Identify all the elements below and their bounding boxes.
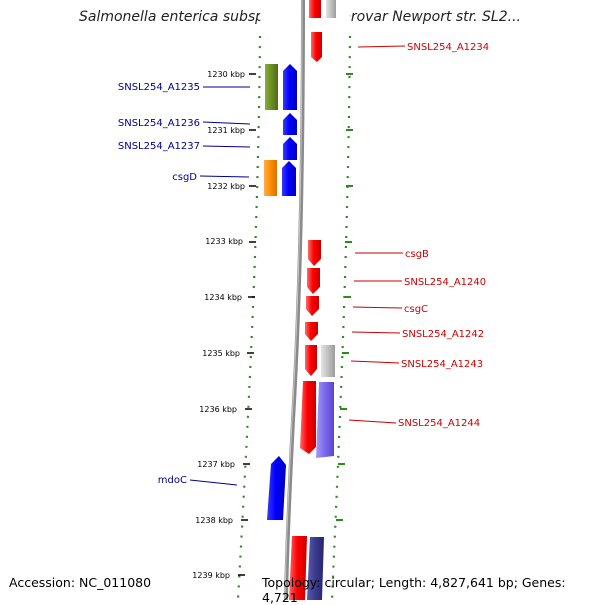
gene-bottom-red-partial xyxy=(289,536,307,600)
gene-top-red-partial xyxy=(309,0,321,18)
leader-line xyxy=(350,360,400,364)
feature-purple-a1244 xyxy=(316,382,334,458)
tick-label: 1236 kbp xyxy=(199,405,237,414)
tick-label: 1234 kbp xyxy=(204,293,242,302)
genome-backbone xyxy=(284,0,305,600)
tick-label: 1232 kbp xyxy=(207,182,245,191)
tick-label: 1238 kbp xyxy=(195,516,233,525)
gene-label-csgb: csgB xyxy=(405,249,429,260)
gene-snsl254-a1235 xyxy=(283,64,297,110)
tick-label: 1233 kbp xyxy=(205,237,243,246)
gene-csgd xyxy=(282,161,296,196)
feature-olive-a1235 xyxy=(265,64,278,110)
tick-label: 1239 kbp xyxy=(192,571,230,580)
tick-label: 1235 kbp xyxy=(202,349,240,358)
feature-top-gray-partial xyxy=(326,0,336,18)
leader-line xyxy=(189,479,238,486)
tick-label: 1237 kbp xyxy=(197,460,235,469)
gene-label-snsl254-a1243: SNSL254_A1243 xyxy=(401,359,483,370)
gene-snsl254-a1234 xyxy=(311,32,322,62)
gene-label-snsl254-a1236: SNSL254_A1236 xyxy=(118,118,200,129)
tick-label: 1230 kbp xyxy=(207,70,245,79)
right-label-leaders xyxy=(348,45,406,424)
gene-csgb xyxy=(308,240,321,266)
topology-text: Topology: circular; Length: 4,827,641 bp… xyxy=(262,575,566,605)
gene-csgc xyxy=(306,296,319,316)
gene-snsl254-a1237 xyxy=(283,137,297,160)
left-dotted-boundary xyxy=(236,35,262,600)
gene-label-csgd: csgD xyxy=(172,172,197,183)
feature-gray-a1243 xyxy=(321,345,335,377)
gene-snsl254-a1244 xyxy=(300,381,316,454)
gene-label-csgc: csgC xyxy=(404,304,428,315)
genome-backbone-highlight xyxy=(284,0,303,600)
scale-ticks: 1230 kbp 1231 kbp 1232 kbp 1233 kbp 1234… xyxy=(192,70,256,580)
leader-line xyxy=(357,45,406,48)
gene-label-snsl254-a1234: SNSL254_A1234 xyxy=(407,42,489,53)
leader-line xyxy=(348,419,397,424)
gene-snsl254-a1236 xyxy=(283,113,297,135)
gene-snsl254-a1242 xyxy=(305,322,318,341)
gene-label-snsl254-a1240: SNSL254_A1240 xyxy=(404,277,486,288)
gene-label-snsl254-a1242: SNSL254_A1242 xyxy=(402,329,484,340)
feature-bottom-navy-partial xyxy=(307,537,324,600)
leader-line xyxy=(199,175,250,178)
gene-snsl254-a1240 xyxy=(307,268,320,294)
gene-label-snsl254-a1237: SNSL254_A1237 xyxy=(118,141,200,152)
leader-line xyxy=(202,121,251,125)
gene-label-mdoc: mdoC xyxy=(158,475,187,486)
accession-text: Accession: NC_011080 xyxy=(9,575,152,590)
right-scale-dashes xyxy=(336,73,353,521)
leader-line xyxy=(202,145,251,148)
gene-snsl254-a1243 xyxy=(305,345,317,376)
leader-line xyxy=(351,331,401,334)
gene-label-snsl254-a1244: SNSL254_A1244 xyxy=(398,418,480,429)
gene-mdoc xyxy=(267,456,286,520)
feature-orange-csgd xyxy=(264,160,277,196)
leader-line xyxy=(352,306,403,309)
gene-label-snsl254-a1235: SNSL254_A1235 xyxy=(118,82,200,93)
left-label-leaders xyxy=(189,86,251,486)
tick-label: 1231 kbp xyxy=(207,126,245,135)
